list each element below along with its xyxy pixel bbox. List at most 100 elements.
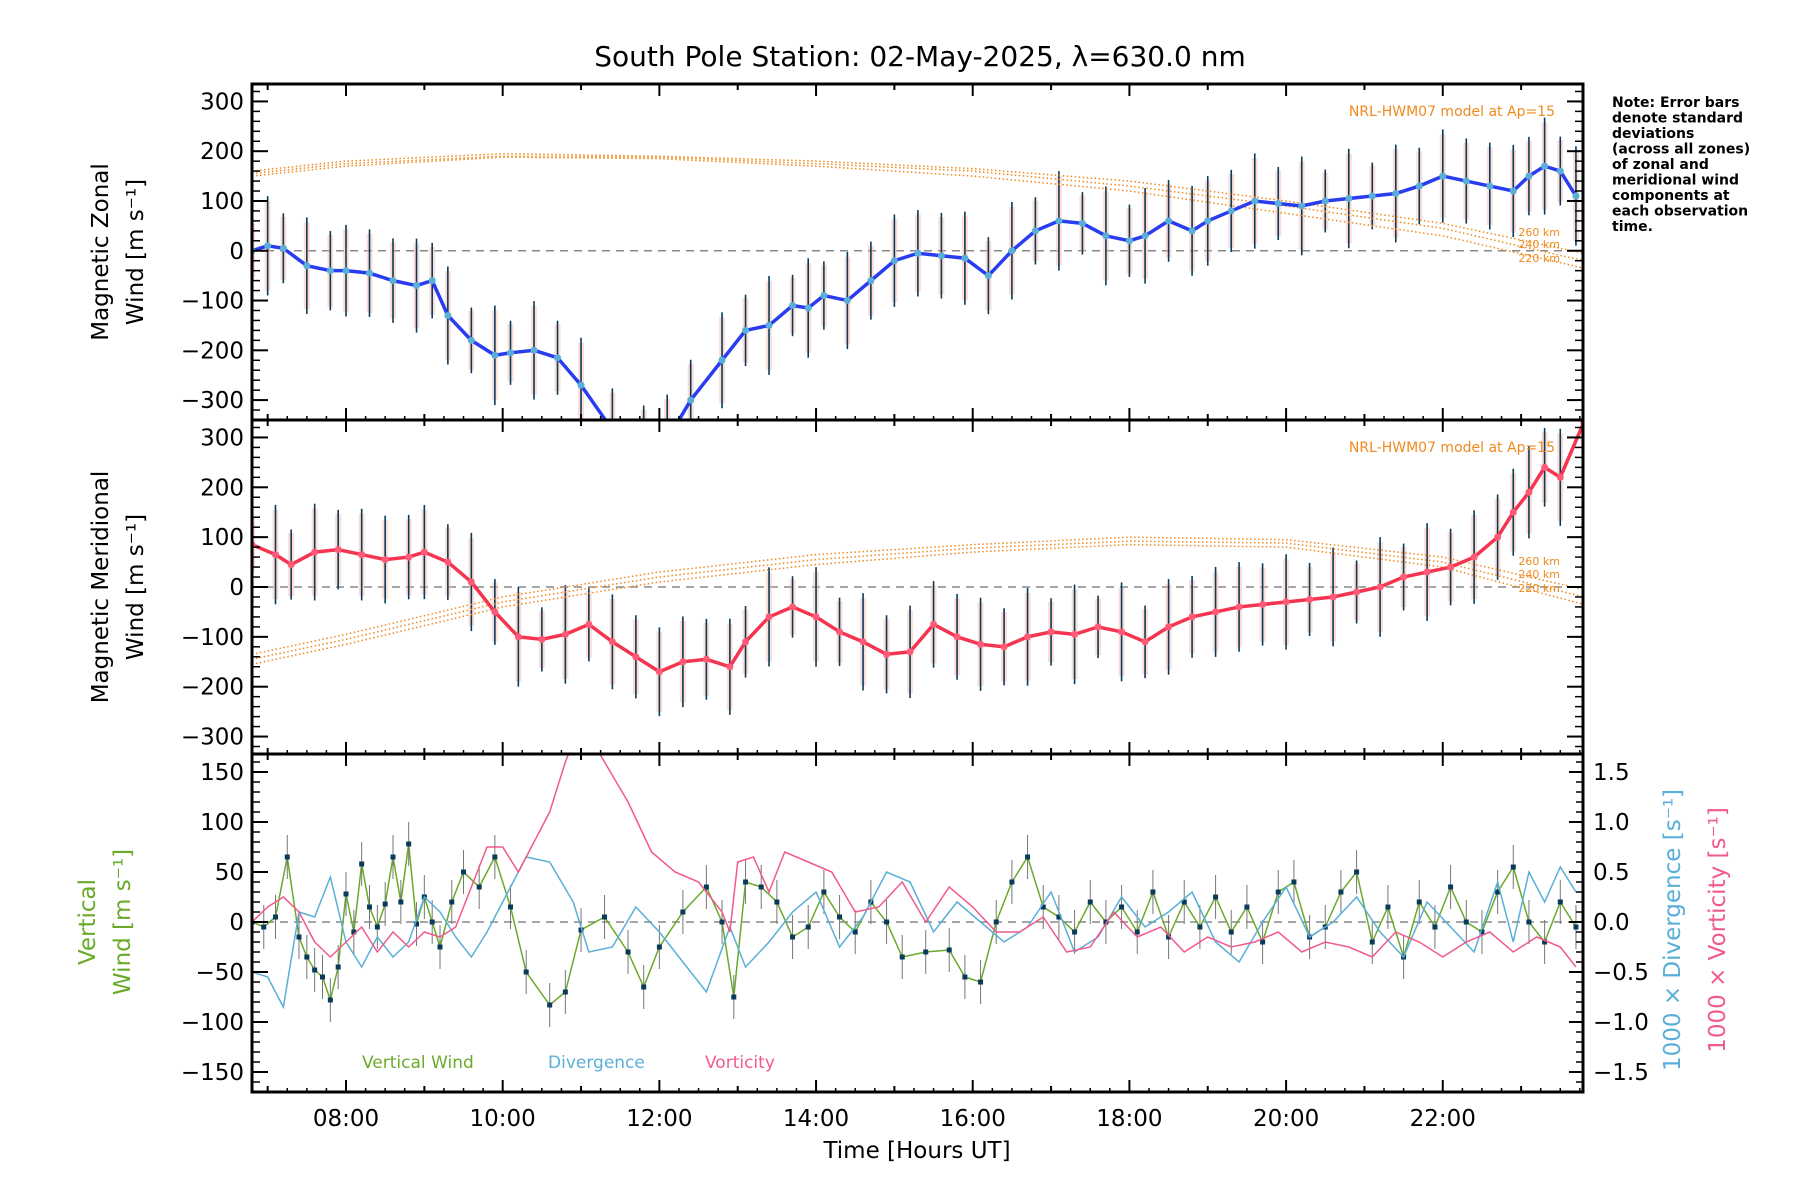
meridional-wind-point (1306, 595, 1314, 603)
meridional-wind-point (585, 620, 593, 628)
zonal-wind-point (491, 351, 499, 359)
y-tick-label: 200 (200, 139, 244, 165)
meridional-wind-point (1556, 473, 1564, 481)
vertical-wind-point (476, 884, 482, 890)
meridional-wind-point (405, 553, 413, 561)
vertical-wind-point (1448, 884, 1454, 890)
vertical-wind-point (320, 974, 326, 980)
meridional-wind-point (1400, 573, 1408, 581)
vertical-wind-point (508, 904, 514, 910)
meridional-wind-point (726, 663, 734, 671)
zonal-wind-point (1298, 202, 1306, 210)
y-tick-label: 100 (200, 810, 244, 836)
vertical-wind-point (335, 964, 341, 970)
zonal-wind-point (507, 349, 515, 357)
vertical-wind-point (429, 919, 435, 925)
vertical-wind-point (1056, 914, 1062, 920)
y-tick-label: 150 (200, 760, 244, 786)
meridional-wind-point (977, 640, 985, 648)
zonal-wind-point (804, 304, 812, 312)
vertical-wind-point (449, 899, 455, 905)
altitude-label: 240 km (1518, 238, 1560, 251)
vertical-wind-point (1526, 919, 1532, 925)
zonal-wind-point (342, 267, 350, 275)
meridional-wind-point (358, 551, 366, 559)
vertical-wind-point (1072, 929, 1078, 935)
meridional-model-label: NRL-HWM07 model at Ap=15 (1349, 440, 1555, 456)
vertical-wind-point (1432, 924, 1438, 930)
vertical-wind-point (367, 904, 373, 910)
zonal-wind-point (1556, 167, 1564, 175)
vertical-wind-point (382, 901, 388, 907)
zonal-wind-point (843, 297, 851, 305)
vertical-wind-point (1040, 904, 1046, 910)
zonal-wind-point (1031, 227, 1039, 235)
vertical-wind-point (884, 919, 890, 925)
meridional-wind-point (491, 608, 499, 616)
zonal-wind-point (789, 302, 797, 310)
y-tick-label: 0 (229, 239, 244, 265)
zonal-wind-point (640, 446, 647, 453)
zonal-wind-point (1415, 182, 1423, 190)
zonal-wind-point (413, 282, 421, 290)
zonal-wind-point (1486, 182, 1494, 190)
panel-zonal: −300 −200 −100 0 100 200 300 (181, 82, 1585, 453)
meridional-wind-point (1509, 508, 1517, 516)
zonal-wind-point (1509, 187, 1517, 195)
y2-tick-label: 0.0 (1593, 910, 1630, 936)
vertical-wind-point (1228, 929, 1234, 935)
meridional-wind-point (1188, 613, 1196, 621)
meridional-wind-point (742, 638, 750, 646)
zonal-wind-point (687, 396, 695, 404)
vertical-wind-point (343, 891, 349, 897)
y-tick-label: −200 (181, 338, 244, 364)
zonal-wind-point (389, 277, 397, 285)
panel-vertical: −1.5 −1.0 −0.5 0.0 0.5 1.0 1.5 −150 −100 −50 0 50 10… (181, 752, 1649, 1132)
vertical-wind-point (261, 924, 267, 930)
zonal-model-label: NRL-HWM07 model at Ap=15 (1349, 104, 1555, 120)
vertical-wind-point (1103, 919, 1109, 925)
y-tick-label: 300 (200, 425, 244, 451)
y2-tick-label: 1.0 (1593, 810, 1630, 836)
vertical-wind-point (1275, 889, 1281, 895)
note-line: Note: Error bars (1612, 95, 1739, 111)
vertical-wind-point (1479, 929, 1485, 935)
vertical-wind-point (1385, 904, 1391, 910)
meridional-wind-point (1494, 533, 1502, 541)
zonal-wind-point (961, 254, 969, 262)
vertical-wind-point (461, 869, 467, 875)
vertical-wind-point (978, 979, 984, 985)
meridional-wind-point (1353, 588, 1361, 596)
vertical-wind-point (703, 884, 709, 890)
meridional-wind-point (467, 578, 475, 586)
vertical-wind-point (273, 914, 279, 920)
altitude-label: 260 km (1518, 226, 1560, 239)
meridional-wind-point (1376, 583, 1384, 591)
meridional-wind-point (1329, 593, 1337, 601)
zonal-wind-point (1141, 232, 1149, 240)
vertical-wind-point (351, 929, 357, 935)
model-curve-220km (252, 156, 1583, 269)
y2-tick-label: −0.5 (1593, 960, 1649, 986)
zonal-wind-point (1165, 217, 1173, 225)
meridional-wind-point (514, 633, 522, 641)
meridional-wind-line (252, 421, 1583, 674)
zonal-wind-point (1392, 190, 1400, 198)
vertical-wind-point (641, 984, 647, 990)
zonal-wind-point (937, 252, 945, 260)
vertical-wind-point (1009, 879, 1015, 885)
meridional-wind-point (836, 628, 844, 636)
meridional-wind-point (334, 546, 342, 554)
zonal-wind-point (428, 277, 436, 285)
vertical-wind-point (1213, 894, 1219, 900)
vertical-wind-point (437, 944, 443, 950)
vertical-wind-point (680, 909, 686, 915)
zonal-wind-point (1188, 227, 1196, 235)
meridional-wind-point (883, 650, 891, 658)
zone-scatter (640, 409, 647, 420)
vertical-wind-point (923, 949, 929, 955)
zonal-wind-point (1572, 192, 1580, 200)
vertical-wind-point (837, 914, 843, 920)
zonal-wind-point (1345, 194, 1353, 202)
y-tick-label: 0 (229, 575, 244, 601)
